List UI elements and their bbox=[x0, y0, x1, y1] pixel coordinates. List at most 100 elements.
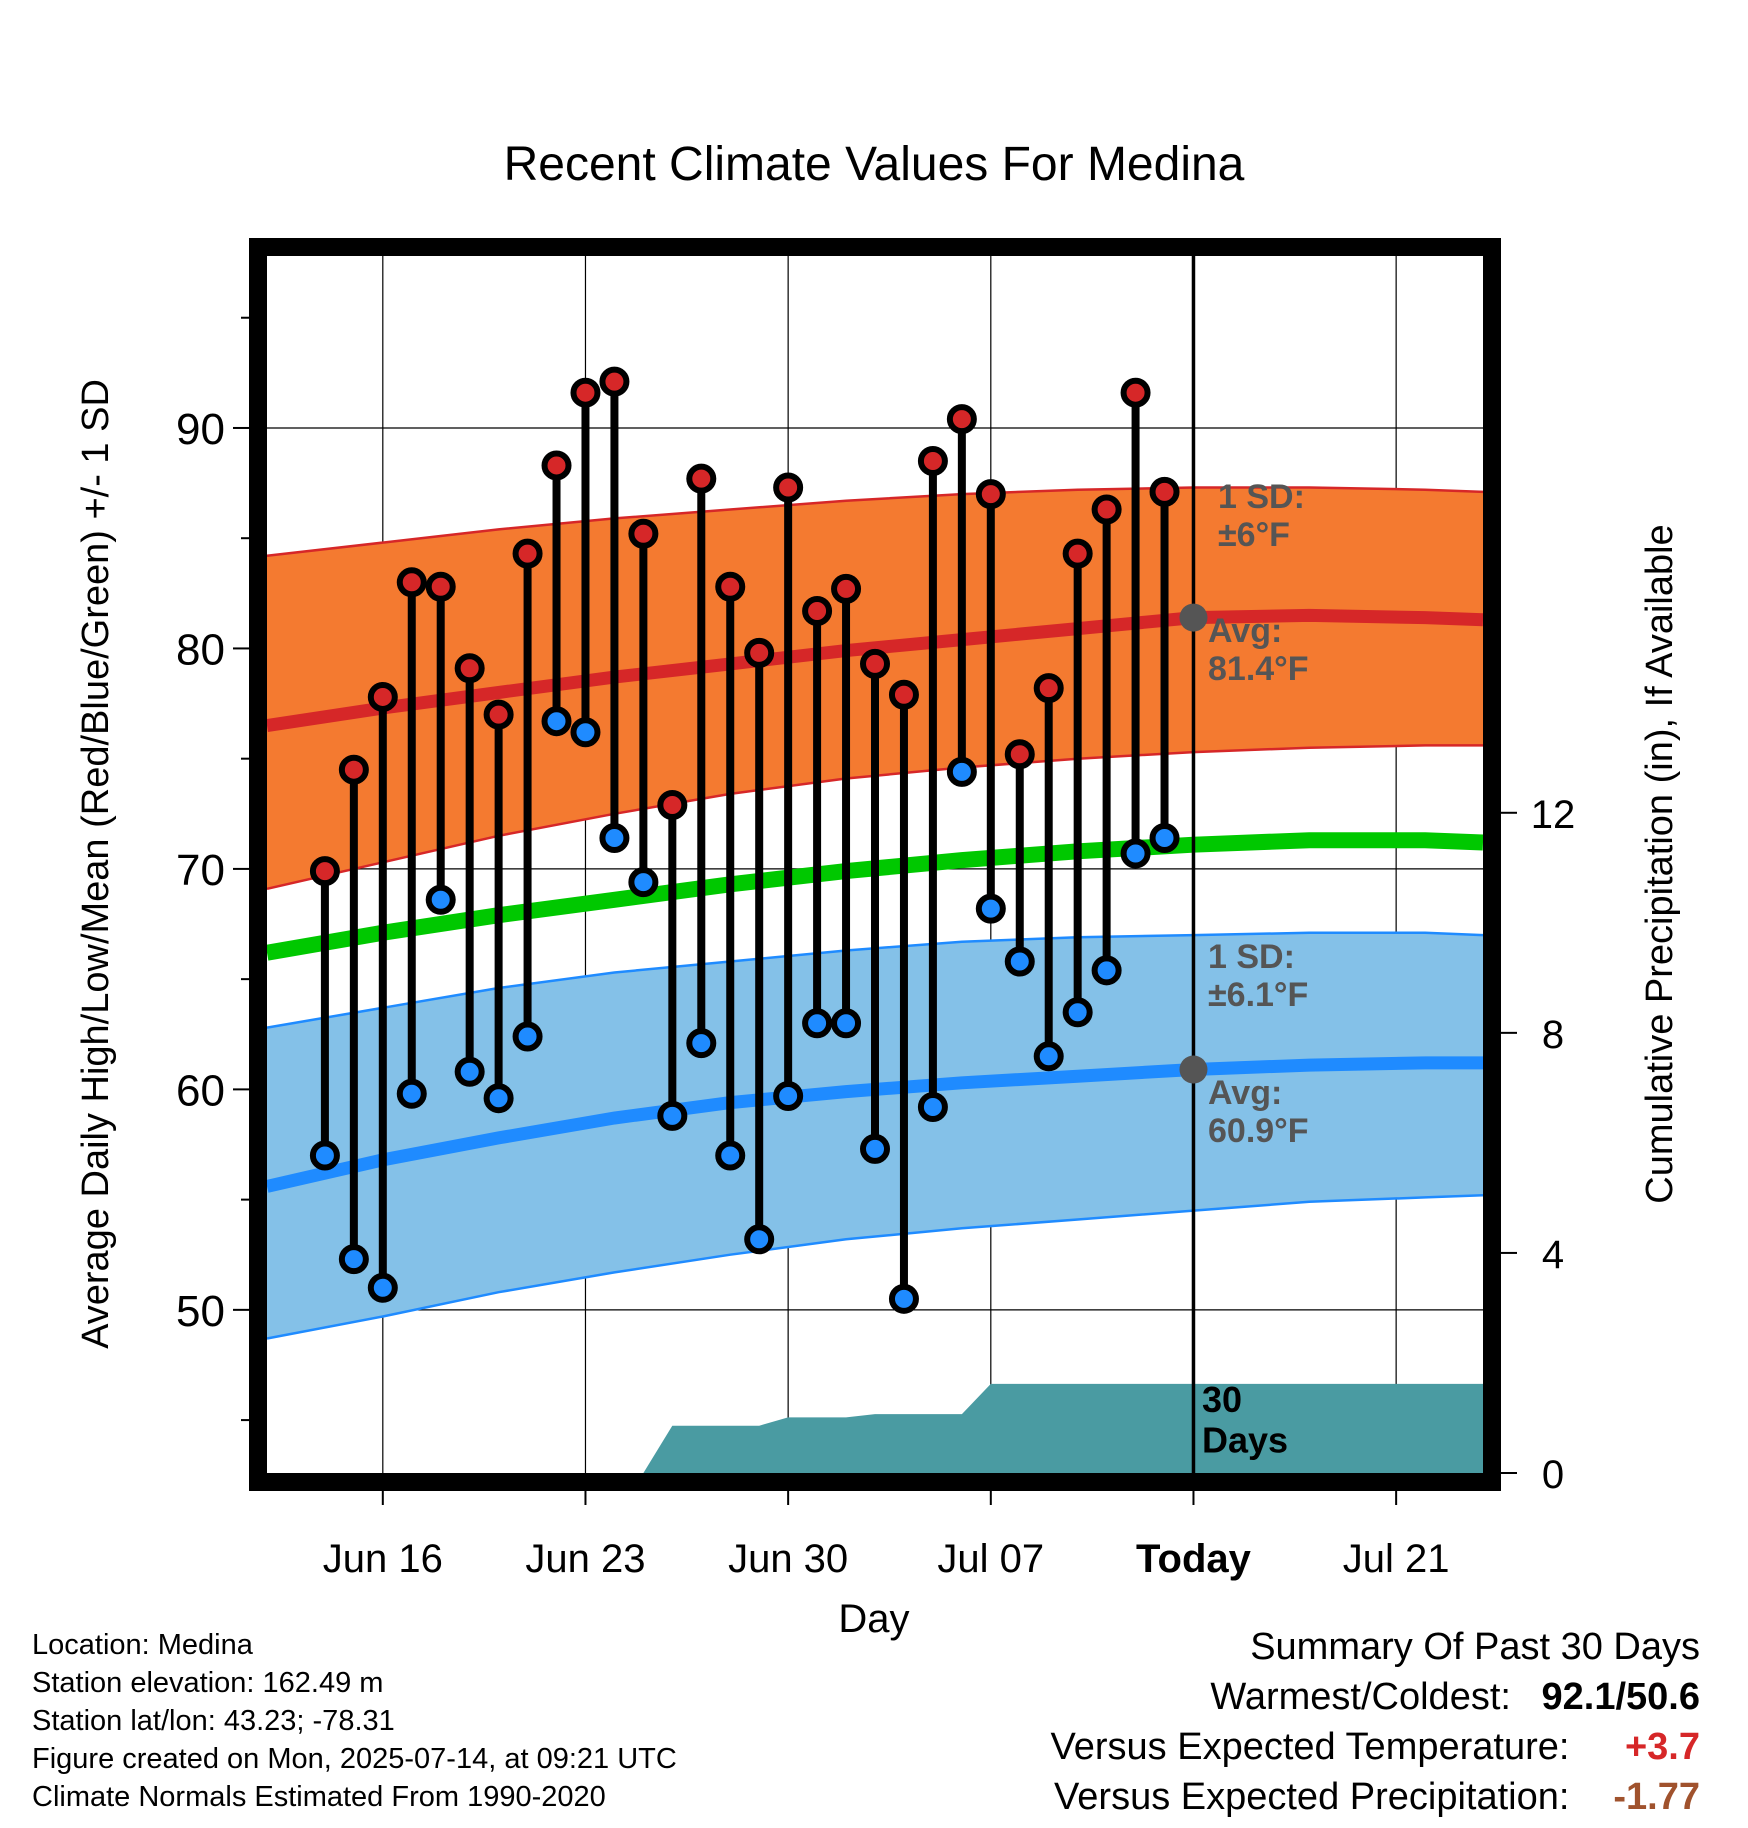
low-point-2025-07-01 bbox=[802, 1008, 833, 1039]
low-point-2025-06-26 bbox=[657, 1100, 688, 1131]
annotation-high-sd: 1 SD: ±6°F bbox=[1218, 478, 1305, 554]
x-tick-label-2: Jun 30 bbox=[728, 1537, 848, 1581]
low-point-2025-06-24 bbox=[599, 823, 630, 854]
summary-warm-cold: Warmest/Coldest: 92.1/50.6 bbox=[1051, 1672, 1700, 1722]
high-point-2025-07-02 bbox=[831, 573, 862, 604]
daily-range-layer bbox=[309, 366, 1180, 1314]
x-tick-label-5: Jul 21 bbox=[1343, 1537, 1450, 1581]
annotation-high-avg: Avg: 81.4°F bbox=[1208, 612, 1309, 688]
x-axis: Jun 16 Jun 23 Jun 30 Jul 07 Today Jul 21 bbox=[323, 1491, 1450, 1581]
summary-panel: Summary Of Past 30 Days Warmest/Coldest:… bbox=[1051, 1622, 1700, 1822]
high-point-2025-06-22 bbox=[541, 450, 572, 481]
y2-axis: 0 4 8 12 bbox=[1501, 793, 1575, 1497]
y2-tick-label-12: 12 bbox=[1531, 793, 1576, 837]
high-point-2025-06-23 bbox=[570, 377, 601, 408]
high-point-2025-06-30 bbox=[773, 472, 804, 503]
chart-title: Recent Climate Values For Medina bbox=[504, 138, 1245, 191]
precipitation-area bbox=[527, 1383, 1483, 1473]
high-point-2025-06-20 bbox=[483, 699, 514, 730]
low-point-2025-07-08 bbox=[1004, 946, 1035, 977]
high-point-2025-07-06 bbox=[946, 404, 977, 435]
y-axis-label: Average Daily High/Low/Mean (Red/Blue/Gr… bbox=[75, 379, 117, 1349]
today-avg-high-marker bbox=[1179, 603, 1208, 632]
low-point-2025-06-15 bbox=[338, 1244, 369, 1275]
info-latlon: Station lat/lon: 43.23; -78.31 bbox=[32, 1705, 395, 1737]
summary-heading: Summary Of Past 30 Days bbox=[1250, 1626, 1700, 1668]
plot-frame bbox=[249, 238, 1501, 1491]
low-point-2025-06-22 bbox=[541, 706, 572, 737]
high-point-2025-06-19 bbox=[454, 653, 485, 684]
y2-tick-label-0: 0 bbox=[1542, 1453, 1564, 1497]
high-point-2025-06-15 bbox=[338, 754, 369, 785]
high-point-2025-06-17 bbox=[396, 567, 427, 598]
low-point-2025-06-25 bbox=[628, 867, 659, 898]
summary-temp-value: +3.7 bbox=[1624, 1726, 1700, 1768]
high-point-2025-06-24 bbox=[599, 366, 630, 397]
y-tick-label-90: 90 bbox=[176, 405, 225, 454]
x-tick-label-4: Today bbox=[1136, 1537, 1252, 1581]
y-tick-label-60: 60 bbox=[176, 1066, 225, 1115]
y-axis: 50 60 70 80 90 bbox=[176, 316, 249, 1422]
annotation-period: 30 Days bbox=[1202, 1379, 1288, 1460]
y2-tick-label-8: 8 bbox=[1542, 1013, 1564, 1057]
low-point-2025-07-04 bbox=[888, 1283, 919, 1314]
x-tick-label-3: Jul 07 bbox=[937, 1537, 1044, 1581]
high-point-2025-07-10 bbox=[1062, 538, 1093, 569]
precipitation-area-layer bbox=[527, 1383, 1483, 1473]
avg-high-line bbox=[266, 608, 1484, 733]
high-point-2025-06-18 bbox=[425, 571, 456, 602]
info-normals: Climate Normals Estimated From 1990-2020 bbox=[32, 1781, 606, 1813]
high-point-2025-07-01 bbox=[802, 595, 833, 626]
y-tick-label-70: 70 bbox=[176, 846, 225, 895]
low-point-2025-06-30 bbox=[773, 1080, 804, 1111]
low-point-2025-07-13 bbox=[1149, 823, 1180, 854]
high-point-2025-06-26 bbox=[657, 789, 688, 820]
low-point-2025-07-05 bbox=[917, 1092, 948, 1123]
summary-precip: Versus Expected Precipitation: -1.77 bbox=[1051, 1772, 1700, 1822]
high-point-2025-06-28 bbox=[715, 571, 746, 602]
today-avg-low-marker bbox=[1179, 1055, 1208, 1084]
summary-precip-value: -1.77 bbox=[1613, 1776, 1700, 1818]
y2-tick-label-4: 4 bbox=[1542, 1233, 1564, 1277]
low-point-2025-07-02 bbox=[831, 1008, 862, 1039]
low-point-2025-07-09 bbox=[1033, 1041, 1064, 1072]
low-point-2025-06-29 bbox=[744, 1224, 775, 1255]
summary-temp: Versus Expected Temperature: +3.7 bbox=[1051, 1722, 1700, 1772]
high-point-2025-07-12 bbox=[1120, 377, 1151, 408]
info-created: Figure created on Mon, 2025-07-14, at 09… bbox=[32, 1743, 677, 1775]
low-point-2025-07-11 bbox=[1091, 955, 1122, 986]
high-point-2025-06-25 bbox=[628, 518, 659, 549]
low-point-2025-06-21 bbox=[512, 1021, 543, 1052]
summary-temp-label: Versus Expected Temperature: bbox=[1050, 1726, 1570, 1768]
low-point-2025-07-03 bbox=[860, 1133, 890, 1164]
low-point-2025-07-06 bbox=[946, 756, 977, 787]
high-point-2025-06-29 bbox=[744, 637, 775, 668]
high-point-2025-06-21 bbox=[512, 538, 543, 569]
summary-precip-label: Versus Expected Precipitation: bbox=[1054, 1776, 1570, 1818]
low-point-2025-06-18 bbox=[425, 884, 456, 915]
low-point-2025-06-20 bbox=[483, 1083, 514, 1114]
x-tick-label-0: Jun 16 bbox=[323, 1537, 443, 1581]
low-point-2025-06-27 bbox=[686, 1028, 717, 1059]
high-point-2025-07-09 bbox=[1033, 673, 1064, 704]
annotation-layer: 1 SD: ±6°F Avg: 81.4°F 1 SD: ±6.1°F Avg: 60.9°F… bbox=[1202, 478, 1309, 1460]
high-point-2025-07-13 bbox=[1149, 476, 1180, 507]
high-point-2025-07-11 bbox=[1091, 494, 1122, 525]
y-tick-label-50: 50 bbox=[176, 1287, 225, 1336]
annotation-low-avg: Avg: 60.9°F bbox=[1208, 1074, 1309, 1150]
low-point-2025-07-07 bbox=[975, 893, 1006, 924]
high-point-2025-07-07 bbox=[975, 479, 1006, 510]
low-point-2025-06-28 bbox=[715, 1140, 746, 1171]
y-tick-label-80: 80 bbox=[176, 625, 225, 674]
y2-axis-label: Cumulative Precipitation (in), If Availa… bbox=[1639, 524, 1681, 1203]
high-point-2025-06-14 bbox=[309, 856, 340, 887]
summary-warm-cold-label: Warmest/Coldest: bbox=[1210, 1676, 1511, 1718]
high-sd-upper-line bbox=[266, 486, 1484, 558]
low-point-2025-06-14 bbox=[309, 1140, 340, 1171]
info-location: Location: Medina bbox=[32, 1629, 253, 1661]
annotation-low-sd: 1 SD: ±6.1°F bbox=[1208, 938, 1308, 1014]
x-axis-label: Day bbox=[838, 1597, 909, 1641]
low-point-2025-07-10 bbox=[1062, 997, 1093, 1028]
high-point-2025-07-04 bbox=[888, 679, 919, 710]
